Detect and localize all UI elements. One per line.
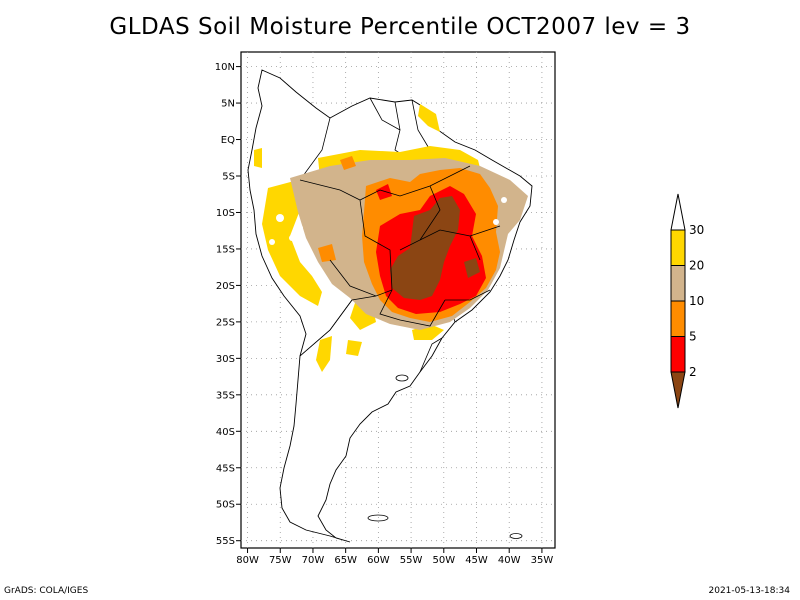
colorbar-label: 10 (689, 294, 704, 308)
lat-tick-label: 10S (216, 208, 235, 219)
longitude-labels: 80W 75W 70W 65W 60W 55W 50W 45W 40W 35W (236, 548, 553, 566)
footer-credit: GrADS: COLA/IGES (4, 586, 89, 596)
lat-tick-label: 20S (216, 281, 235, 292)
field-below-2 (390, 196, 480, 300)
colorbar-segment (670, 229, 686, 266)
lat-tick-label: 15S (216, 244, 235, 255)
latitude-labels: 10N 5N EQ 5S 10S 15S 20S 25S 30S 35S 40S 45S 50S 55S (215, 62, 241, 547)
colorbar-label: 30 (689, 223, 704, 237)
lat-tick-label: 35S (216, 390, 235, 401)
lat-tick-label: 50S (216, 500, 235, 511)
lat-tick-label: 5N (221, 99, 235, 110)
colorbar: 2 5 10 20 30 (670, 193, 704, 409)
lat-tick-label: 25S (216, 317, 235, 328)
lat-tick-label: 5S (222, 172, 235, 183)
lat-tick-label: 10N (215, 62, 235, 73)
lon-tick-label: 65W (334, 555, 357, 566)
lon-tick-label: 45W (465, 555, 488, 566)
lon-tick-label: 60W (367, 555, 390, 566)
colorbar-segment (670, 265, 686, 302)
lon-tick-label: 55W (400, 555, 423, 566)
lat-tick-label: 30S (216, 354, 235, 365)
colorbar-label: 5 (689, 330, 697, 344)
colorbar-segment (670, 336, 686, 373)
map-title: GLDAS Soil Moisture Percentile OCT2007 l… (109, 14, 691, 40)
no-data-patches (269, 197, 507, 245)
lat-tick-label: EQ (221, 135, 235, 146)
lat-tick-label: 45S (216, 463, 235, 474)
lon-tick-label: 35W (531, 555, 554, 566)
footer-timestamp: 2021-05-13-18:34 (708, 586, 791, 596)
colorbar-segment (670, 300, 686, 337)
lon-tick-label: 75W (269, 555, 292, 566)
colorbar-top-arrow (670, 193, 686, 231)
colorbar-bottom-arrow (670, 371, 686, 409)
lat-tick-label: 55S (216, 536, 235, 547)
colorbar-label: 2 (689, 365, 697, 379)
colorbar-label: 20 (689, 259, 704, 273)
lon-tick-label: 80W (236, 555, 259, 566)
lon-tick-label: 50W (432, 555, 455, 566)
lon-tick-label: 40W (498, 555, 521, 566)
lon-tick-label: 70W (302, 555, 325, 566)
lat-tick-label: 40S (216, 427, 235, 438)
